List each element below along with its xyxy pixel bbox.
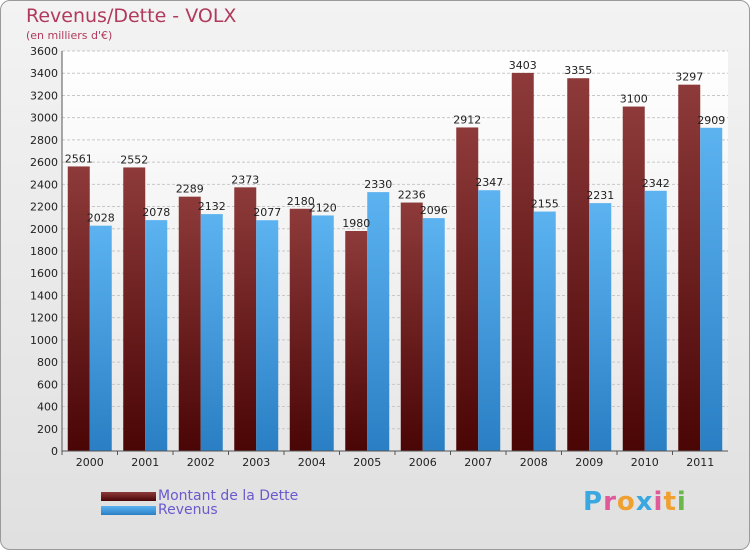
bar-dette-2004 [289, 208, 312, 451]
bar-revenus-2006 [422, 218, 445, 451]
data-label-dette-2007: 2912 [453, 113, 481, 126]
x-tick-label: 2009 [575, 456, 603, 469]
y-tick-label: 1600 [30, 267, 58, 280]
x-tick-label: 2010 [631, 456, 659, 469]
bar-revenus-2001 [145, 220, 168, 451]
data-label-dette-2000: 2561 [65, 152, 93, 165]
x-tick-label: 2007 [464, 456, 492, 469]
y-tick-label: 2600 [30, 156, 58, 169]
bar-dette-2000 [67, 166, 90, 451]
bar-revenus-2011 [700, 127, 723, 452]
bar-revenus-2010 [644, 190, 667, 451]
x-tick-label: 2000 [76, 456, 104, 469]
data-label-dette-2004: 2180 [287, 195, 315, 208]
bar-dette-2011 [678, 84, 701, 452]
legend-swatch-debt [101, 491, 156, 501]
data-label-revenus-2007: 2347 [475, 176, 503, 189]
y-tick-label: 1000 [30, 334, 58, 347]
data-label-dette-2011: 3297 [675, 71, 703, 84]
data-label-revenus-2005: 2330 [364, 178, 392, 191]
bar-dette-2007 [456, 127, 479, 451]
bar-revenus-2004 [311, 215, 334, 451]
data-label-dette-2002: 2289 [176, 183, 204, 196]
data-label-dette-2006: 2236 [398, 189, 426, 202]
y-tick-label: 800 [37, 356, 58, 369]
data-label-revenus-2010: 2342 [642, 177, 670, 190]
data-label-revenus-2004: 2120 [309, 201, 337, 214]
x-tick-label: 2001 [131, 456, 159, 469]
legend-item-revenus: Revenus [101, 502, 218, 518]
y-tick-label: 600 [37, 378, 58, 391]
data-label-revenus-2006: 2096 [420, 204, 448, 217]
y-tick-label: 2200 [30, 201, 58, 214]
proxiti-logo: Proxiti [583, 487, 687, 517]
data-label-revenus-2001: 2078 [142, 206, 170, 219]
bar-revenus-2000 [89, 225, 112, 451]
chart-title: Revenus/Dette - VOLX [26, 5, 237, 27]
data-label-dette-2003: 2373 [231, 173, 259, 186]
y-tick-label: 3000 [30, 112, 58, 125]
y-tick-label: 1800 [30, 245, 58, 258]
bar-dette-2009 [567, 78, 590, 451]
bar-revenus-2009 [589, 203, 612, 451]
data-label-dette-2001: 2552 [120, 153, 148, 166]
y-tick-label: 1400 [30, 289, 58, 302]
x-tick-label: 2006 [409, 456, 437, 469]
data-label-revenus-2003: 2077 [253, 206, 281, 219]
y-tick-label: 2800 [30, 134, 58, 147]
data-label-revenus-2008: 2155 [531, 198, 559, 211]
y-tick-label: 3600 [30, 45, 58, 58]
data-label-dette-2010: 3100 [620, 93, 648, 106]
y-tick-label: 2000 [30, 223, 58, 236]
bar-dette-2005 [345, 231, 368, 451]
legend-item-debt: Montant de la Dette [101, 488, 298, 504]
y-tick-label: 200 [37, 423, 58, 436]
bar-dette-2008 [511, 72, 534, 451]
x-tick-label: 2005 [353, 456, 381, 469]
data-label-revenus-2011: 2909 [697, 114, 725, 127]
x-tick-label: 2011 [686, 456, 714, 469]
y-tick-label: 3200 [30, 89, 58, 102]
y-tick-label: 0 [51, 445, 58, 458]
legend-swatch-revenus [101, 505, 156, 515]
bar-revenus-2008 [533, 211, 556, 451]
data-label-revenus-2009: 2231 [586, 189, 614, 202]
bar-revenus-2003 [256, 220, 279, 451]
bar-dette-2001 [123, 167, 146, 451]
x-tick-label: 2003 [242, 456, 270, 469]
y-tick-label: 1200 [30, 312, 58, 325]
data-label-dette-2005: 1980 [342, 217, 370, 230]
bar-revenus-2002 [200, 214, 223, 451]
data-label-dette-2008: 3403 [509, 59, 537, 72]
bar-dette-2010 [622, 106, 645, 452]
x-tick-label: 2004 [298, 456, 326, 469]
bar-revenus-2007 [478, 190, 501, 451]
x-tick-label: 2008 [520, 456, 548, 469]
bar-dette-2003 [234, 187, 257, 452]
bar-dette-2002 [178, 196, 201, 451]
chart-subtitle: (en milliers d'€) [26, 29, 113, 42]
x-tick-label: 2002 [187, 456, 215, 469]
bar-revenus-2005 [367, 192, 390, 451]
y-tick-label: 3400 [30, 67, 58, 80]
bar-dette-2006 [400, 202, 423, 451]
data-label-dette-2009: 3355 [564, 64, 592, 77]
y-tick-label: 2400 [30, 178, 58, 191]
legend-label-debt: Montant de la Dette [158, 488, 299, 504]
y-tick-label: 400 [37, 401, 58, 414]
data-label-revenus-2000: 2028 [87, 212, 115, 225]
legend-label-revenus: Revenus [158, 502, 218, 518]
data-label-revenus-2002: 2132 [198, 200, 226, 213]
